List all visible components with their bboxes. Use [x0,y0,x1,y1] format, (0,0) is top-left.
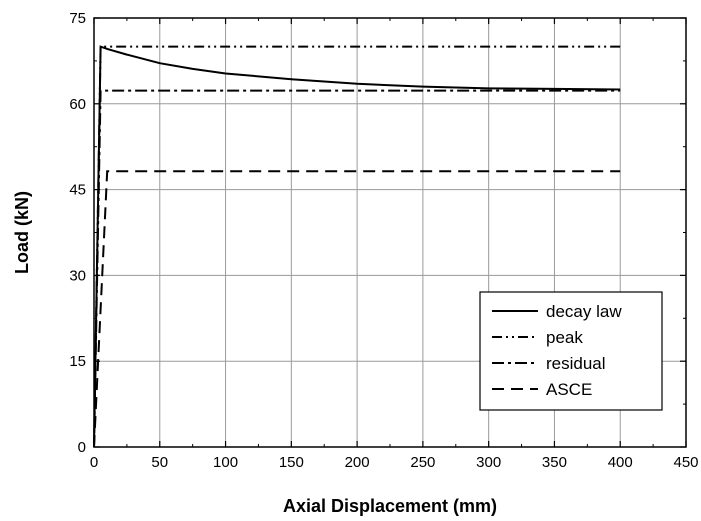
grid [94,18,686,447]
legend: decay law peak residual ASCE [479,291,663,411]
x-tick-label: 400 [608,454,633,471]
x-tick-label: 50 [151,454,168,471]
legend-label: ASCE [546,380,592,399]
series-lines [93,45,621,448]
legend-label: peak [546,328,583,347]
y-tick-label: 30 [69,267,86,284]
x-tick-label: 300 [476,454,501,471]
legend-label: residual [546,354,606,373]
x-tick-label: 250 [410,454,435,471]
y-tick-label: 45 [69,182,86,199]
series-line-decay-law [93,45,621,448]
legend-label: decay law [546,302,622,321]
y-tick-labels: 0 15 30 45 60 75 [69,10,86,456]
x-tick-label: 350 [542,454,567,471]
ticks [93,17,687,448]
x-tick-label: 0 [90,454,98,471]
y-axis-title: Load (kN) [12,191,32,274]
y-tick-label: 15 [69,353,86,370]
series-line-residual [93,89,621,448]
x-axis-title: Axial Displacement (mm) [283,496,497,516]
series-line-asce [93,170,621,448]
x-tick-label: 100 [213,454,238,471]
x-tick-label: 150 [279,454,304,471]
y-tick-label: 60 [69,96,86,113]
x-tick-labels: 0 50 100 150 200 250 300 350 400 450 [90,454,699,471]
y-tick-label: 0 [78,439,86,456]
y-tick-label: 75 [69,10,86,27]
x-tick-label: 450 [673,454,698,471]
x-tick-label: 200 [345,454,370,471]
